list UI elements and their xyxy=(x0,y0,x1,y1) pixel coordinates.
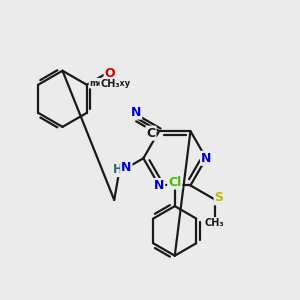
Text: O: O xyxy=(105,67,115,80)
Text: Cl: Cl xyxy=(168,176,182,188)
Text: C: C xyxy=(146,127,156,140)
Text: N: N xyxy=(201,152,211,165)
Text: N: N xyxy=(154,179,164,192)
Text: N: N xyxy=(131,106,141,118)
Text: methoxy: methoxy xyxy=(89,79,130,88)
Text: CH₃: CH₃ xyxy=(100,79,120,89)
Text: CH₃: CH₃ xyxy=(205,218,225,228)
Text: H: H xyxy=(112,163,122,176)
Text: N: N xyxy=(121,161,131,175)
Text: S: S xyxy=(214,191,224,204)
